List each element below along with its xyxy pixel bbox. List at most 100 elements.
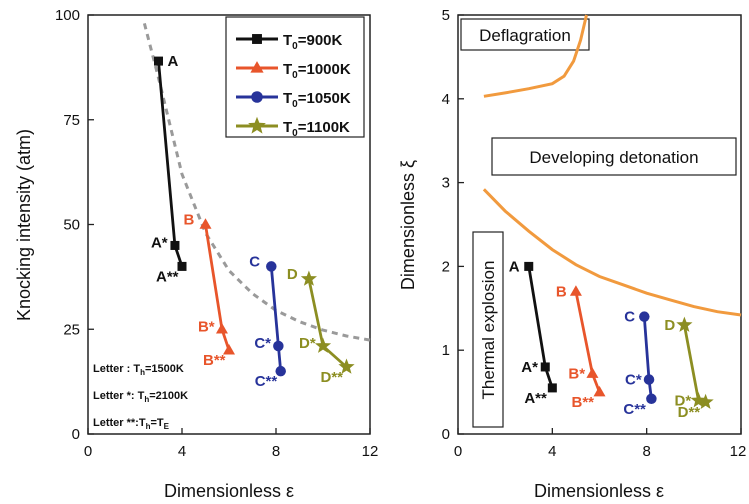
y-tick-label: 2 <box>442 258 450 275</box>
annotation-note: Letter *: Th=2100K <box>93 390 188 404</box>
left-chart: A A* A** B B* B** C C* C** D D* D** 0 4 8 12 0 25 50 75 100… <box>14 7 378 501</box>
fitted-trend-curve <box>142 23 371 342</box>
x-tick-label: 8 <box>642 443 650 460</box>
y-axis-title: Dimensionless ξ <box>398 160 418 290</box>
point-label: A** <box>524 390 547 407</box>
data-series: C C* C** <box>249 253 286 390</box>
data-series: B B* B** <box>184 212 235 369</box>
data-point <box>547 383 557 393</box>
data-point <box>639 311 650 322</box>
legend-label: T0=1050K <box>283 90 351 110</box>
point-label: B <box>184 212 195 229</box>
y-tick-label: 5 <box>442 7 450 24</box>
point-label: B** <box>203 352 226 369</box>
y-axis-title: Knocking intensity (atm) <box>14 129 34 321</box>
data-point <box>540 362 550 372</box>
point-label: B <box>556 284 567 301</box>
point-label: B* <box>198 318 215 335</box>
region-box <box>472 231 504 428</box>
data-point <box>250 61 264 73</box>
region-box <box>460 18 590 51</box>
data-point <box>593 385 606 397</box>
series-line <box>269 266 283 372</box>
data-point <box>569 285 582 296</box>
data-point <box>252 34 262 44</box>
y-tick-label: 75 <box>63 112 80 129</box>
point-label: D <box>287 266 298 283</box>
region-label: Deflagration <box>479 26 571 45</box>
data-point <box>676 316 693 332</box>
x-tick-label: 12 <box>730 443 747 460</box>
data-series: B B* B** <box>556 284 606 411</box>
y-tick-label: 50 <box>63 217 80 234</box>
data-point <box>524 261 534 271</box>
data-point <box>314 337 332 353</box>
legend: T0=900K T0=1000K T0=1050K T0=1100K <box>225 16 365 139</box>
legend-label: T0=900K <box>283 32 343 52</box>
point-label: C** <box>623 401 646 418</box>
data-point <box>300 270 317 286</box>
point-label: C <box>624 309 635 326</box>
data-point <box>643 374 655 385</box>
x-axis-title: Dimensionless ε <box>534 481 664 501</box>
legend-label: T0=1100K <box>283 119 350 139</box>
data-point <box>248 116 266 134</box>
y-tick-label: 25 <box>63 321 80 338</box>
data-point <box>251 91 263 103</box>
data-point <box>177 261 187 271</box>
data-point <box>586 367 599 378</box>
point-label: C* <box>625 372 642 389</box>
point-label: A** <box>156 268 179 285</box>
point-label: A* <box>521 359 538 376</box>
region-box <box>491 137 737 176</box>
point-label: D** <box>678 404 701 421</box>
y-tick-label: 0 <box>72 426 80 443</box>
data-point <box>154 56 163 66</box>
lower-regime-boundary <box>482 188 742 317</box>
point-label: D <box>664 317 675 334</box>
x-tick-label: 12 <box>362 443 379 460</box>
point-label: A <box>168 53 179 70</box>
y-tick-label: 3 <box>442 175 450 192</box>
data-point <box>338 358 355 374</box>
data-point <box>215 323 228 334</box>
data-series: A A* A** <box>509 258 557 407</box>
point-label: D** <box>321 369 344 386</box>
point-label: D* <box>675 392 692 409</box>
y-tick-label: 0 <box>442 426 450 443</box>
x-tick-label: 4 <box>178 443 186 460</box>
data-series: A A* A** <box>151 53 187 285</box>
annotation-note: Letter **:Th=TE <box>93 417 170 431</box>
series-line <box>307 278 348 369</box>
point-label: B** <box>572 394 595 411</box>
x-tick-label: 8 <box>272 443 280 460</box>
upper-regime-boundary <box>483 14 588 98</box>
plot-frame <box>457 14 742 435</box>
point-label: C** <box>255 373 278 390</box>
y-tick-label: 100 <box>55 7 80 24</box>
point-label: D* <box>299 335 316 352</box>
data-point <box>697 393 714 409</box>
point-label: C <box>249 253 260 270</box>
data-series: D D*D** <box>664 316 714 421</box>
x-axis-title: Dimensionless ε <box>164 481 294 501</box>
point-label: A <box>509 258 520 275</box>
y-tick-label: 1 <box>442 342 450 359</box>
region-label: Thermal explosion <box>479 261 498 400</box>
data-series: C C* C** <box>623 309 657 418</box>
region-label: Developing detonation <box>529 148 698 167</box>
right-chart: Deflagration Developing detonation Thermal… <box>398 7 746 501</box>
data-point <box>275 365 286 377</box>
point-label: B* <box>568 366 585 383</box>
y-tick-label: 4 <box>442 91 450 108</box>
annotation-note: Letter : Th=1500K <box>93 363 184 377</box>
x-tick-label: 0 <box>84 443 92 460</box>
series-line <box>642 316 653 399</box>
data-point <box>199 218 212 229</box>
data-point <box>223 343 235 355</box>
legend-label: T0=1000K <box>283 61 351 81</box>
data-point <box>273 340 284 352</box>
x-tick-label: 4 <box>548 443 556 460</box>
data-point <box>646 393 657 405</box>
